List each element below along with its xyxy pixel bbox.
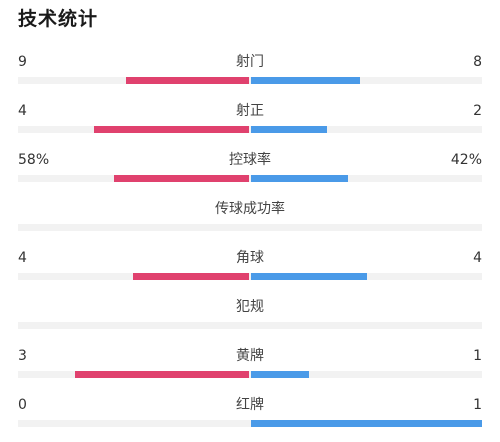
stat-row: 红牌 0 1 (0, 393, 500, 442)
stat-bar-track (18, 224, 482, 231)
stat-bar-track (18, 371, 482, 378)
stat-label-line: 犯规 (0, 295, 500, 319)
stat-row: 射正 4 2 (0, 99, 500, 148)
away-value: 1 (473, 348, 482, 364)
away-value: 2 (473, 103, 482, 119)
page-title: 技术统计 (18, 8, 99, 30)
stat-label-line: 黄牌 3 1 (0, 344, 500, 368)
stat-row: 角球 4 4 (0, 246, 500, 295)
home-value: 9 (18, 54, 27, 70)
away-value: 42% (450, 152, 482, 168)
away-bar (251, 175, 348, 182)
stat-label-line: 角球 4 4 (0, 246, 500, 270)
stat-name: 射正 (236, 103, 264, 119)
stat-label-line: 传球成功率 (0, 197, 500, 221)
home-value: 0 (18, 397, 27, 413)
stat-name: 射门 (236, 54, 264, 70)
stat-bar-track (18, 420, 482, 427)
away-bar (251, 126, 327, 133)
home-bar (94, 126, 249, 133)
home-value: 4 (18, 103, 27, 119)
home-bar (114, 175, 249, 182)
stat-row: 控球率 58% 42% (0, 148, 500, 197)
stat-row: 犯规 (0, 295, 500, 344)
stat-name: 犯规 (236, 299, 264, 315)
stats-list: 射门 9 8 射正 4 2 控球率 58% 42% 传球成功率角球 4 4 犯规黄牌 3 1 红牌 0 1 (0, 50, 500, 442)
stat-label-line: 红牌 0 1 (0, 393, 500, 417)
stat-name: 角球 (236, 250, 264, 266)
away-bar (251, 371, 309, 378)
stat-label-line: 射门 9 8 (0, 50, 500, 74)
stat-row: 传球成功率 (0, 197, 500, 246)
home-value: 4 (18, 250, 27, 266)
away-bar (251, 420, 482, 427)
away-value: 8 (473, 54, 482, 70)
stat-name: 红牌 (236, 397, 264, 413)
stat-bar-track (18, 126, 482, 133)
home-bar (75, 371, 249, 378)
away-value: 1 (473, 397, 482, 413)
stat-name: 黄牌 (236, 348, 264, 364)
stat-row: 射门 9 8 (0, 50, 500, 99)
stat-name: 传球成功率 (215, 201, 285, 217)
home-value: 58% (18, 152, 50, 168)
stat-label-line: 射正 4 2 (0, 99, 500, 123)
stat-bar-track (18, 322, 482, 329)
stat-row: 黄牌 3 1 (0, 344, 500, 393)
stat-bar-track (18, 273, 482, 280)
stat-name: 控球率 (229, 152, 271, 168)
home-bar (126, 77, 249, 84)
home-value: 3 (18, 348, 27, 364)
stat-bar-track (18, 175, 482, 182)
home-bar (133, 273, 249, 280)
away-bar (251, 273, 367, 280)
stat-bar-track (18, 77, 482, 84)
away-bar (251, 77, 360, 84)
away-value: 4 (473, 250, 482, 266)
stat-label-line: 控球率 58% 42% (0, 148, 500, 172)
